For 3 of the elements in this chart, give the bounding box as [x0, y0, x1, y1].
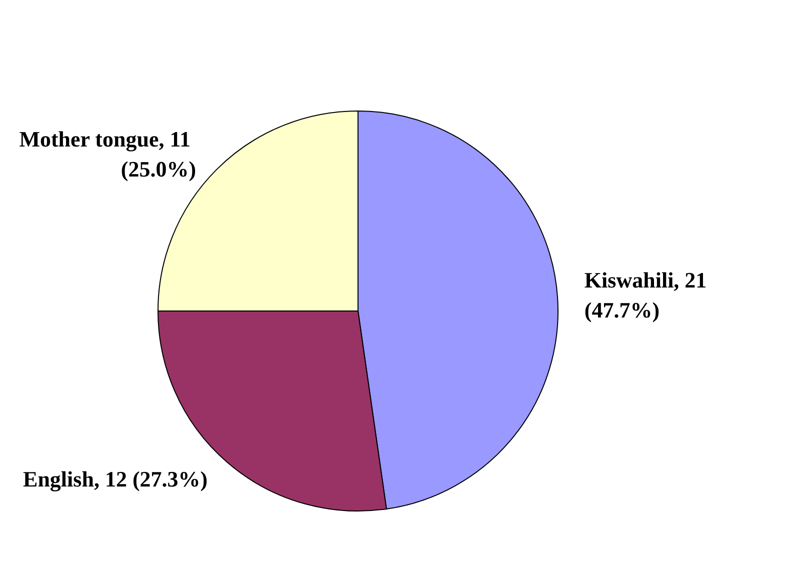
slice-label: English, 12 (27.3%) [23, 466, 208, 492]
slice-label: Mother tongue, 11 (25.0%) [19, 126, 196, 182]
slice-label: Kiswahili, 21 (47.7%) [584, 268, 712, 323]
